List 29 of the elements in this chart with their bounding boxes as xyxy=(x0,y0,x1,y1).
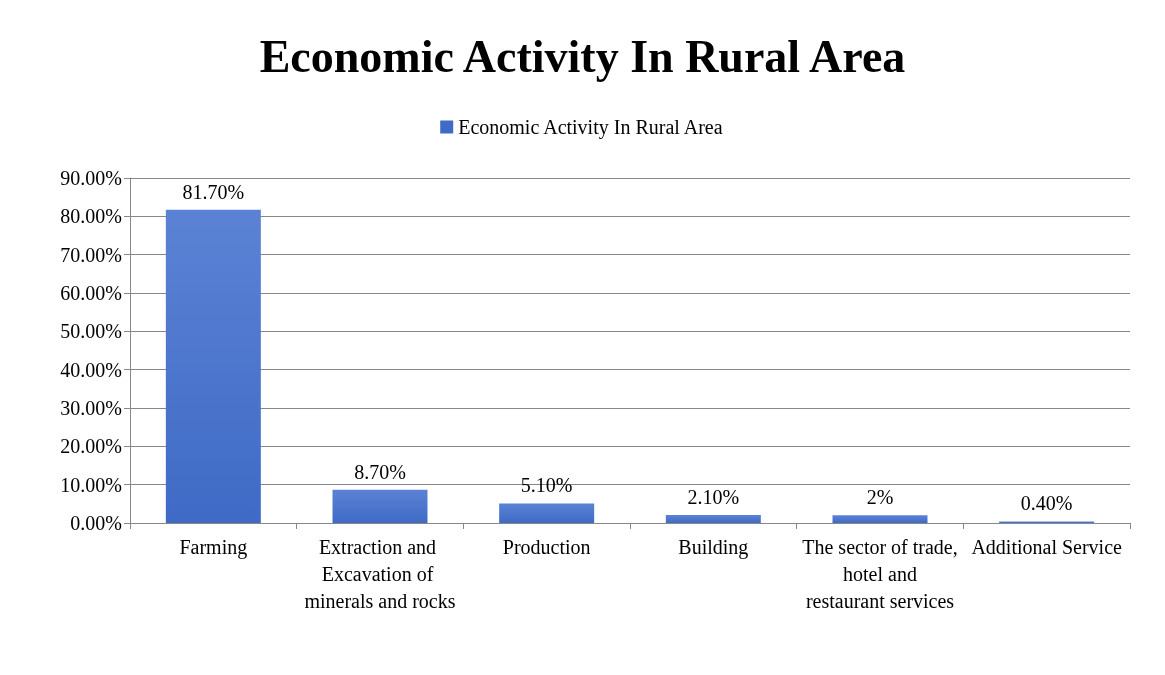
y-tick-label: 70.00% xyxy=(60,243,122,266)
y-tick-label: 30.00% xyxy=(60,397,122,419)
y-tick-label: 80.00% xyxy=(60,205,122,228)
chart-title: Economic Activity In Rural Area xyxy=(259,30,906,82)
x-tick-label: Building xyxy=(678,535,749,559)
data-label: 2.10% xyxy=(687,485,740,508)
y-tick-label: 60.00% xyxy=(60,282,122,304)
bar xyxy=(665,514,761,523)
data-label: 2% xyxy=(866,486,894,509)
y-tick-label: 40.00% xyxy=(60,358,122,381)
x-tick-label: Farming xyxy=(179,535,248,559)
x-tick-label: Additional Service xyxy=(971,535,1123,558)
data-label: 8.70% xyxy=(354,460,406,483)
y-tick-label: 0.00% xyxy=(70,512,122,534)
y-tick-label: 50.00% xyxy=(60,320,122,343)
x-tick-label: The sector of trade, hotel and restaurant services xyxy=(802,535,958,612)
data-label: 81.70% xyxy=(182,180,245,203)
bar xyxy=(332,489,428,523)
bar xyxy=(165,209,261,523)
x-tick-label: Production xyxy=(502,535,591,558)
x-tick-label: Extraction and Excavation of minerals and rocks xyxy=(304,535,456,612)
y-tick-label: 10.00% xyxy=(60,473,122,496)
bar xyxy=(499,503,595,523)
y-tick-label: 20.00% xyxy=(60,435,122,458)
y-tick-label: 90.00% xyxy=(60,167,122,189)
bar xyxy=(832,515,928,523)
data-label: 0.40% xyxy=(1020,492,1073,515)
data-label: 5.10% xyxy=(520,474,573,497)
legend-label: Economic Activity In Rural Area xyxy=(458,116,723,139)
